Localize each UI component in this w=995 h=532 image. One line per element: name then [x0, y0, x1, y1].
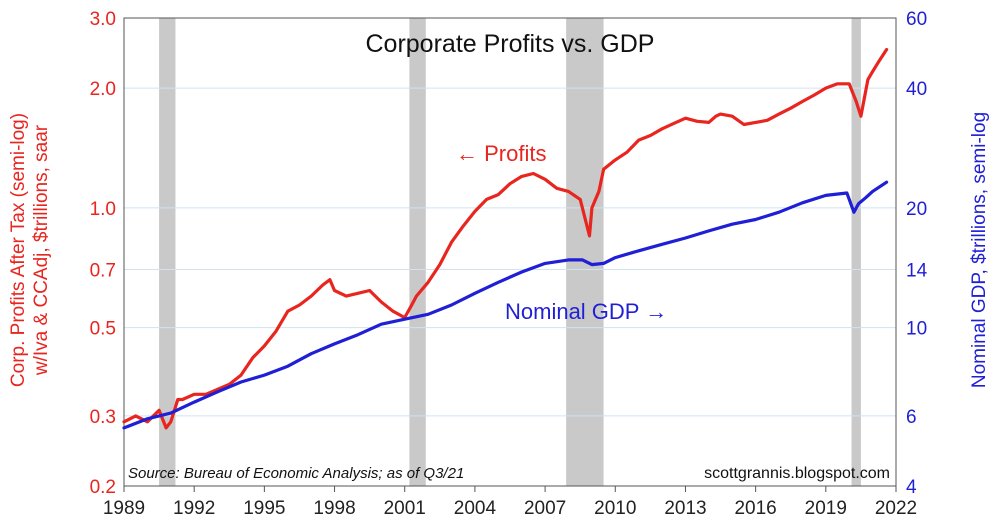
right-axis-ticks: 60 40 20 14 10 6 4: [906, 9, 928, 498]
x-tick-label: 1989: [103, 498, 145, 519]
x-tick-label: 1992: [173, 498, 215, 519]
x-tick-label: 2019: [805, 498, 847, 519]
left-tick-label: 0.5: [90, 319, 116, 340]
left-tick-label: 0.7: [90, 260, 116, 281]
x-tick-label: 2007: [524, 498, 566, 519]
x-axis-ticks: 1989 1992 1995 1998 2001 2004 2007 2010 2013 2016…: [103, 486, 917, 519]
x-tick-label: 2022: [875, 498, 917, 519]
series-lines: [122, 47, 889, 430]
plot-frame: [123, 17, 897, 487]
x-tick-label: 2001: [384, 498, 426, 519]
recession-bar: [159, 18, 176, 486]
x-tick-label: 1995: [243, 498, 285, 519]
recession-bar: [409, 18, 426, 486]
credit-text: scottgrannis.blogspot.com: [704, 465, 890, 482]
left-axis-ticks: 3.0 2.0 1.0 0.7 0.5 0.3 0.2: [90, 9, 116, 498]
x-tick-label: 2010: [594, 498, 636, 519]
gdp-line: [122, 180, 889, 430]
right-tick-label: 40: [906, 79, 927, 100]
left-tick-label: 2.0: [90, 79, 116, 100]
gdp-series-label: Nominal GDP →: [505, 299, 667, 324]
left-tick-label: 1.0: [90, 199, 116, 220]
x-tick-label: 2013: [664, 498, 706, 519]
x-tick-label: 1998: [313, 498, 355, 519]
right-axis-title: Nominal GDP, $trillions, semi-log: [969, 112, 990, 388]
source-note: Source: Bureau of Economic Analysis; as …: [128, 465, 464, 482]
right-tick-label: 20: [906, 199, 927, 220]
recession-bar: [851, 18, 861, 486]
profits-series-label: ← Profits: [456, 141, 546, 166]
chart-title: Corporate Profits vs. GDP: [366, 30, 655, 58]
right-tick-label: 60: [906, 9, 927, 30]
right-tick-label: 10: [906, 319, 927, 340]
profits-line: [122, 47, 889, 430]
x-tick-label: 2016: [734, 498, 776, 519]
right-tick-label: 6: [906, 407, 917, 428]
recession-bar: [566, 18, 604, 486]
left-axis-title-line1: Corp. Profits After Tax (semi-log): [8, 113, 29, 387]
recession-shading: [159, 18, 861, 486]
x-tick-label: 2004: [454, 498, 497, 519]
right-tick-label: 14: [906, 260, 928, 281]
left-tick-label: 3.0: [90, 9, 116, 30]
left-tick-label: 0.2: [90, 477, 116, 498]
left-axis-title-line2: w/Iva & CCAdj, $trillions, saar: [31, 124, 52, 376]
right-tick-label: 4: [906, 477, 917, 498]
grid: [124, 87, 896, 417]
left-tick-label: 0.3: [90, 407, 116, 428]
